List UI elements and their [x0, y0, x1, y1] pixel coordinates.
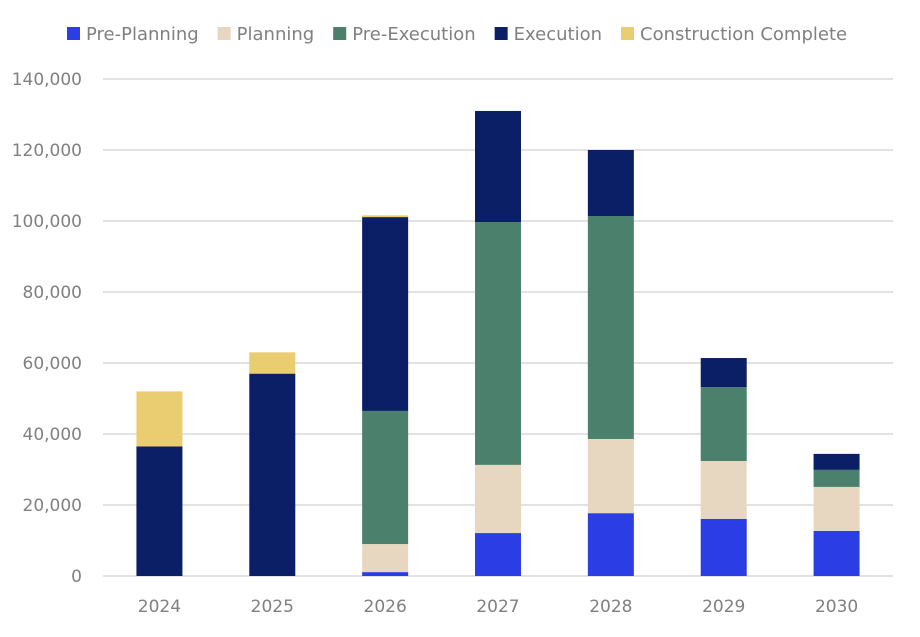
bar-segment-planning-2030 [813, 486, 860, 531]
y-tick-label: 120,000 [12, 141, 82, 161]
bar-segment-pre-execution-2027 [475, 222, 521, 465]
bar-segment-pre-planning-2030 [813, 530, 860, 576]
legend-label: Pre-Planning [86, 24, 199, 45]
bar-segment-construction-complete-2026 [362, 215, 409, 218]
legend-swatch [494, 27, 508, 40]
x-tick-label: 2025 [251, 597, 294, 617]
bar-segment-execution-2025 [249, 373, 296, 576]
x-tick-label: 2026 [364, 597, 407, 617]
bar-segment-pre-execution-2028 [587, 216, 634, 439]
bar-segment-pre-planning-2029 [700, 518, 747, 576]
legend-label: Planning [237, 24, 315, 45]
x-tick-label: 2024 [138, 597, 181, 617]
legend: Pre-Planning Planning Pre-Execution Executi… [67, 24, 847, 45]
bar-segment-planning-2029 [700, 460, 747, 519]
legend-swatch [217, 27, 231, 40]
bar-segment-pre-execution-2026 [362, 410, 409, 545]
x-tick-label: 2030 [815, 597, 858, 617]
legend-swatch [67, 27, 80, 40]
bar-segment-execution-2030 [813, 453, 860, 470]
y-tick-label: 140,000 [12, 70, 82, 90]
bar-segment-pre-execution-2029 [700, 387, 747, 461]
bar-segment-pre-execution-2030 [813, 469, 860, 487]
bar-segment-pre-planning-2026 [362, 572, 409, 576]
bars [136, 110, 860, 576]
bar-segment-execution-2028 [587, 150, 634, 217]
x-tick-label: 2027 [476, 597, 519, 617]
x-axis: 2024 2025 2026 2027 2028 2029 2030 [138, 597, 858, 617]
bar-segment-execution-2029 [700, 358, 747, 388]
legend-label: Construction Complete [640, 24, 847, 45]
legend-swatch [621, 27, 634, 40]
legend-label: Pre-Execution [352, 24, 475, 45]
legend-label: Execution [514, 24, 602, 45]
y-tick-label: 100,000 [12, 212, 82, 232]
x-tick-label: 2029 [702, 597, 745, 617]
bar-segment-pre-planning-2028 [587, 513, 634, 576]
y-tick-label: 80,000 [23, 283, 82, 303]
legend-swatch [333, 27, 347, 40]
bar-segment-execution-2024 [136, 446, 183, 576]
bar-segment-construction-complete-2025 [249, 352, 296, 374]
bar-segment-execution-2026 [362, 217, 409, 411]
y-tick-label: 40,000 [23, 425, 82, 445]
bar-segment-construction-complete-2024 [136, 391, 183, 447]
bar-segment-planning-2027 [475, 464, 521, 534]
bar-segment-pre-planning-2027 [475, 533, 521, 576]
bar-segment-execution-2027 [475, 110, 521, 223]
y-tick-label: 20,000 [23, 496, 82, 516]
y-axis: 0 20,000 40,000 60,000 80,000 100,000 120,000 1… [12, 70, 82, 587]
bar-segment-planning-2026 [362, 544, 409, 573]
bar-segment-planning-2028 [587, 438, 634, 514]
y-tick-label: 60,000 [23, 354, 82, 374]
x-tick-label: 2028 [589, 597, 632, 617]
y-tick-label: 0 [71, 567, 82, 587]
